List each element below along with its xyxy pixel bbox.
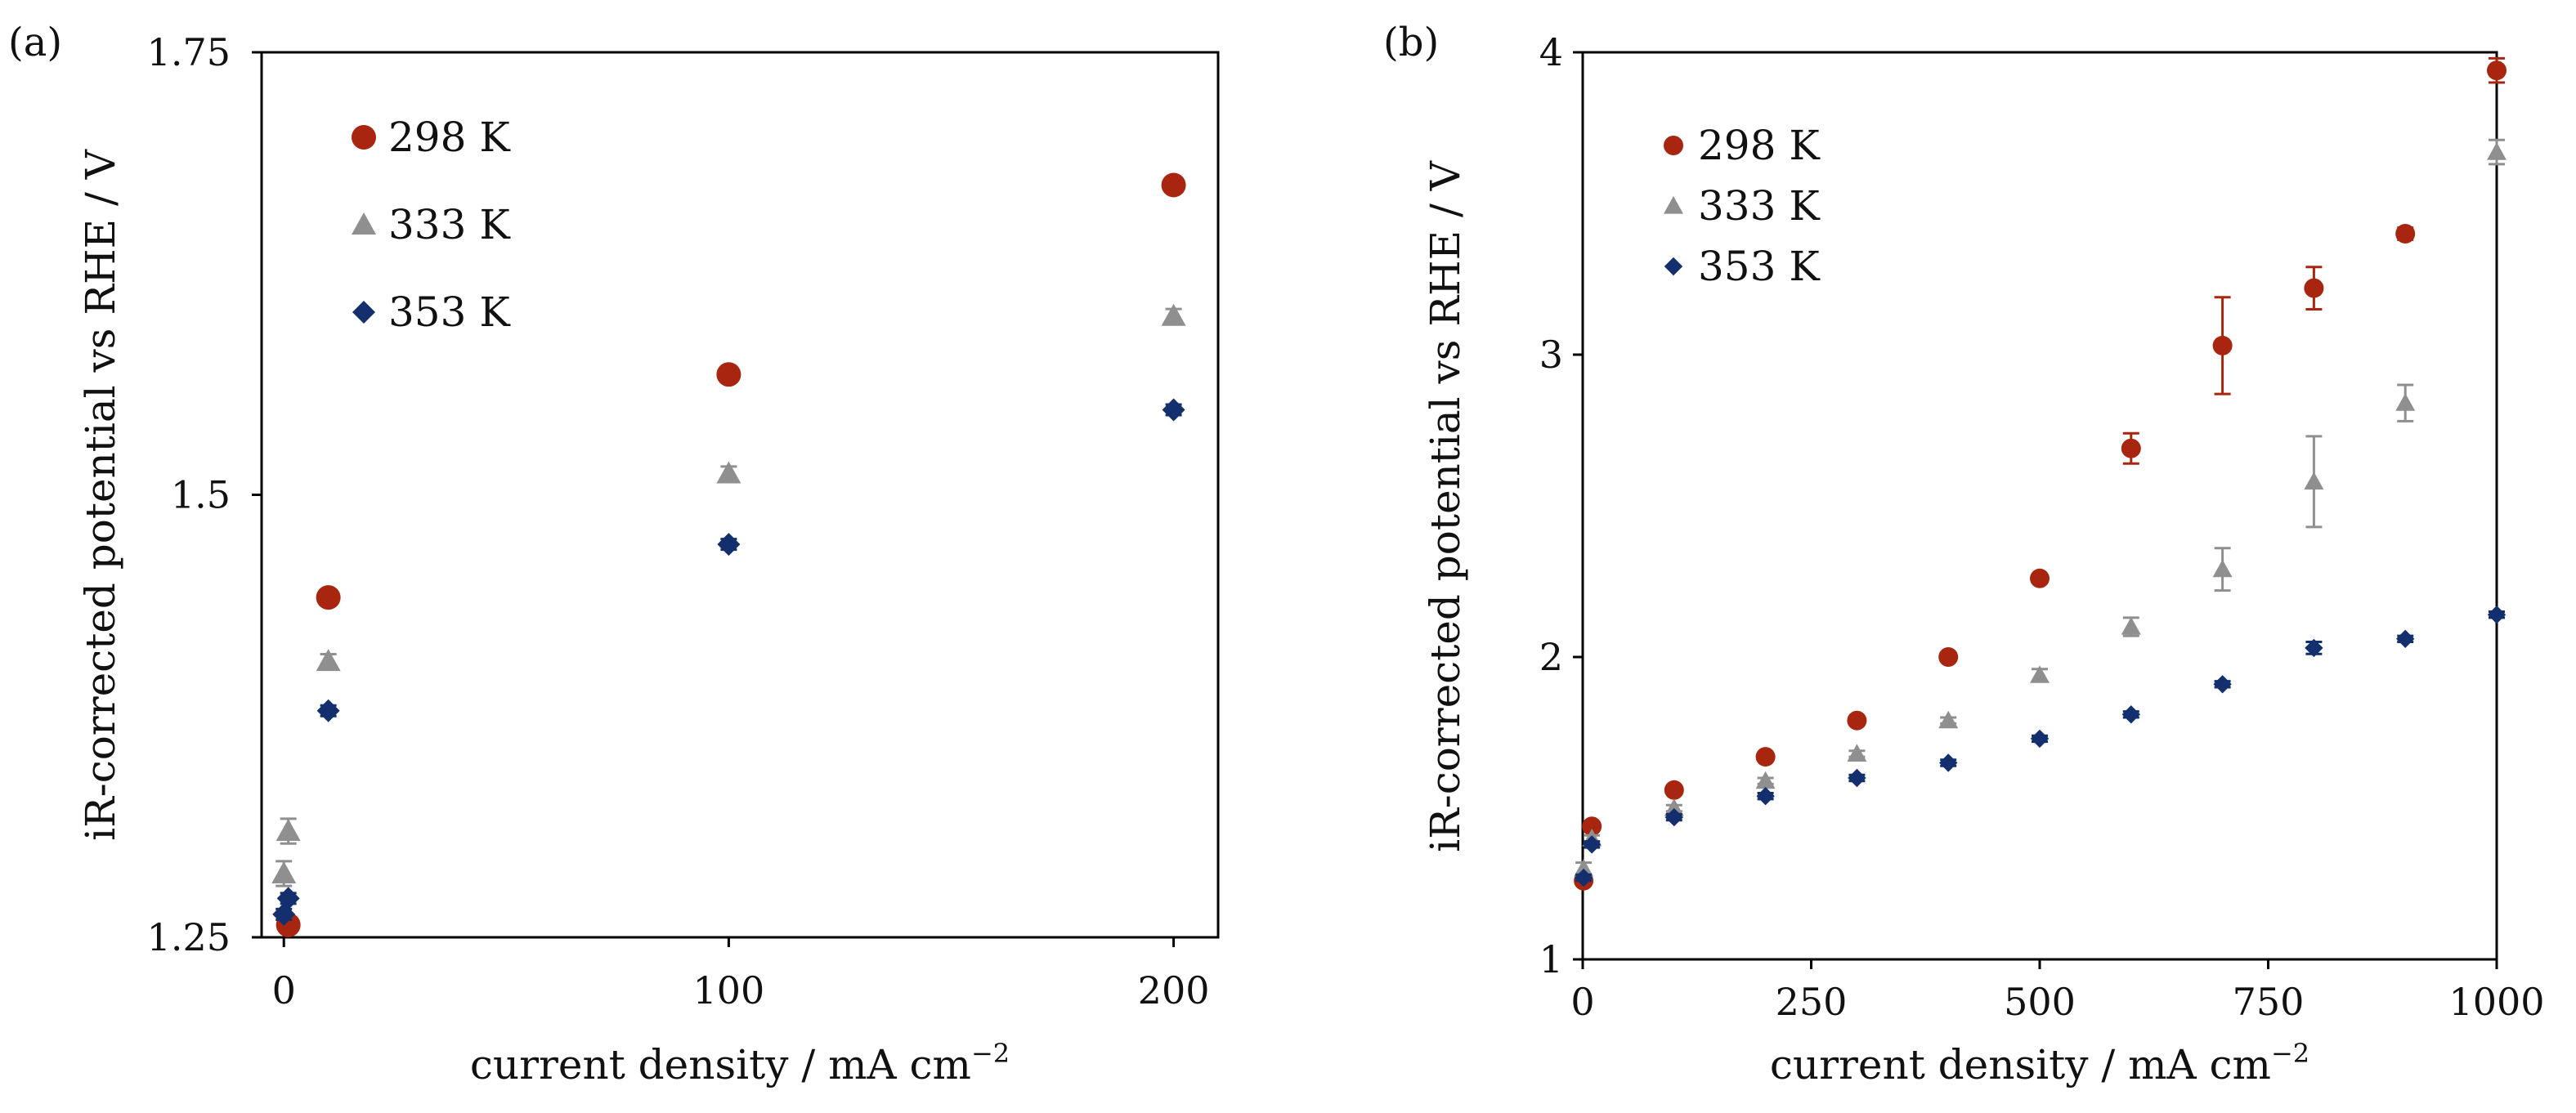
panel-b-point-353-k [1756, 787, 1775, 806]
panel-a-point-353-k [1162, 398, 1185, 422]
panel-b-legend: 298 K 333 K 353 K [1664, 122, 1821, 290]
panel-a-point-298-k [316, 585, 341, 610]
panel-a-y-axis-title: iR-corrected potential vs RHE / V [77, 149, 124, 841]
panel-b-point-298-k [1847, 710, 1867, 731]
panel-a-point-333-k [316, 649, 341, 672]
panel-b-x-axis-title-main: current density / mA cm [1770, 1041, 2271, 1088]
panel-b-point-353-k [1939, 753, 1958, 772]
panel-b-x-tick-label: 500 [2004, 980, 2076, 1024]
panel-a-point-333-k [716, 461, 741, 484]
panel-b-point-298-k [2212, 335, 2233, 355]
panel-a-y-ticks: 1.25 1.5 1.75 [147, 30, 262, 959]
panel-b-point-333-k [1938, 710, 1959, 729]
panel-b-legend-marker-353-k [1664, 257, 1683, 276]
panel-a-point-353-k [276, 887, 300, 910]
panel-b-point-353-k [1574, 868, 1593, 887]
panel-a-legend-label-333-k: 333 K [388, 201, 511, 248]
panel-b-point-353-k [2121, 705, 2140, 724]
panel-b-y-tick-label: 2 [1539, 635, 1563, 679]
panel-b-legend-marker-333-k [1664, 196, 1683, 214]
panel-b-point-353-k [2305, 638, 2323, 658]
panel-b-point-333-k [2212, 559, 2233, 578]
panel-b-x-tick-label: 1000 [2448, 980, 2544, 1024]
panel-b-point-353-k [2030, 729, 2050, 749]
panel-a-points [271, 172, 1186, 937]
panel-b-point-353-k [1582, 835, 1602, 854]
panel-b-point-298-k [2030, 568, 2050, 588]
panel-b-point-298-k [2121, 438, 2141, 458]
panel-b-y-tick-label: 3 [1539, 333, 1563, 377]
panel-b-x-ticks: 0 250 500 750 1000 [1570, 959, 2545, 1024]
panel-b-y-ticks: 1 2 3 4 [1539, 30, 1583, 981]
panel-a-point-353-k [316, 699, 340, 722]
panel-b-points [1574, 56, 2507, 891]
panel-b-label: (b) [1383, 20, 1439, 65]
panel-b-x-axis-title: current density / mA cm−2 [1770, 1038, 2309, 1088]
panel-b-point-333-k [2030, 665, 2050, 683]
panel-b-point-333-k [1847, 744, 1867, 762]
panel-b-point-333-k [2304, 472, 2324, 489]
panel-a-point-333-k [1161, 303, 1186, 326]
panel-a-y-tick-label: 1.25 [147, 915, 231, 959]
panel-a-x-axis-title-sup: −2 [971, 1038, 1010, 1069]
panel-b-y-axis-title: iR-corrected potential vs RHE / V [1422, 160, 1469, 852]
panel-b-point-333-k [2395, 393, 2416, 411]
panel-a-x-tick-label: 0 [272, 968, 296, 1012]
panel-a-legend-marker-353-k [352, 301, 375, 324]
panel-b-point-333-k [1664, 798, 1684, 816]
panel-a-point-333-k [271, 861, 297, 884]
panel-a-point-298-k [1161, 172, 1186, 198]
panel-a-y-tick-label: 1.5 [171, 473, 231, 517]
panel-a-point-333-k [276, 819, 301, 842]
panel-b-legend-marker-298-k [1664, 136, 1683, 155]
panel-a-x-tick-label: 200 [1138, 968, 1210, 1012]
panel-b-point-298-k [2487, 60, 2507, 81]
panel-b-legend-label-298-k: 298 K [1698, 122, 1821, 169]
panel-a-y-tick-label: 1.75 [147, 30, 231, 74]
panel-b-point-298-k [2304, 278, 2324, 298]
panel-a-legend-label-298-k: 298 K [388, 114, 511, 161]
panel-b-point-353-k [2396, 629, 2415, 648]
panel-b-x-tick-label: 250 [1776, 980, 1848, 1024]
panel-b-point-333-k [2487, 142, 2507, 160]
panel-b-y-tick-label: 1 [1539, 937, 1563, 981]
panel-a-x-axis-title: current density / mA cm−2 [470, 1038, 1010, 1088]
panel-a-legend-marker-333-k [352, 212, 376, 235]
panel-a-legend: 298 K 333 K 353 K [352, 114, 511, 336]
panel-a-legend-label-353-k: 353 K [388, 288, 511, 336]
panel-b-point-333-k [1574, 859, 1594, 877]
panel-b-point-298-k [1938, 647, 1959, 667]
panel-a-point-353-k [272, 902, 296, 926]
panel-b-point-333-k [1755, 771, 1776, 789]
panel-a-x-ticks: 0 100 200 [272, 937, 1210, 1012]
panel-b-point-353-k [1664, 807, 1683, 827]
panel-b-point-298-k [1664, 780, 1684, 800]
panel-a-plot-frame [260, 51, 1220, 939]
panel-b-point-298-k [2395, 224, 2416, 244]
panel-b-x-tick-label: 0 [1570, 980, 1594, 1024]
panel-b-point-298-k [1755, 747, 1776, 767]
panel-a-x-axis-title-main: current density / mA cm [470, 1041, 971, 1088]
panel-b-x-tick-label: 750 [2233, 980, 2305, 1024]
panel-b-point-353-k [2213, 675, 2232, 694]
panel-b-point-353-k [1848, 768, 1866, 788]
panel-a-point-353-k [717, 533, 741, 556]
panel-a-point-298-k [716, 362, 741, 387]
panel-b-x-axis-title-sup: −2 [2271, 1038, 2309, 1069]
panel-b-legend-label-353-k: 353 K [1698, 243, 1821, 290]
panel-b-legend-label-333-k: 333 K [1698, 182, 1821, 230]
panel-b-point-333-k [2121, 617, 2141, 635]
panel-b-point-353-k [2487, 606, 2507, 624]
panel-a-legend-marker-298-k [352, 125, 376, 150]
panel-a-x-tick-label: 100 [692, 968, 764, 1012]
panel-a-label: (a) [8, 20, 62, 65]
panel-b-point-298-k [1582, 816, 1602, 837]
panel-b-y-tick-label: 4 [1539, 30, 1563, 74]
